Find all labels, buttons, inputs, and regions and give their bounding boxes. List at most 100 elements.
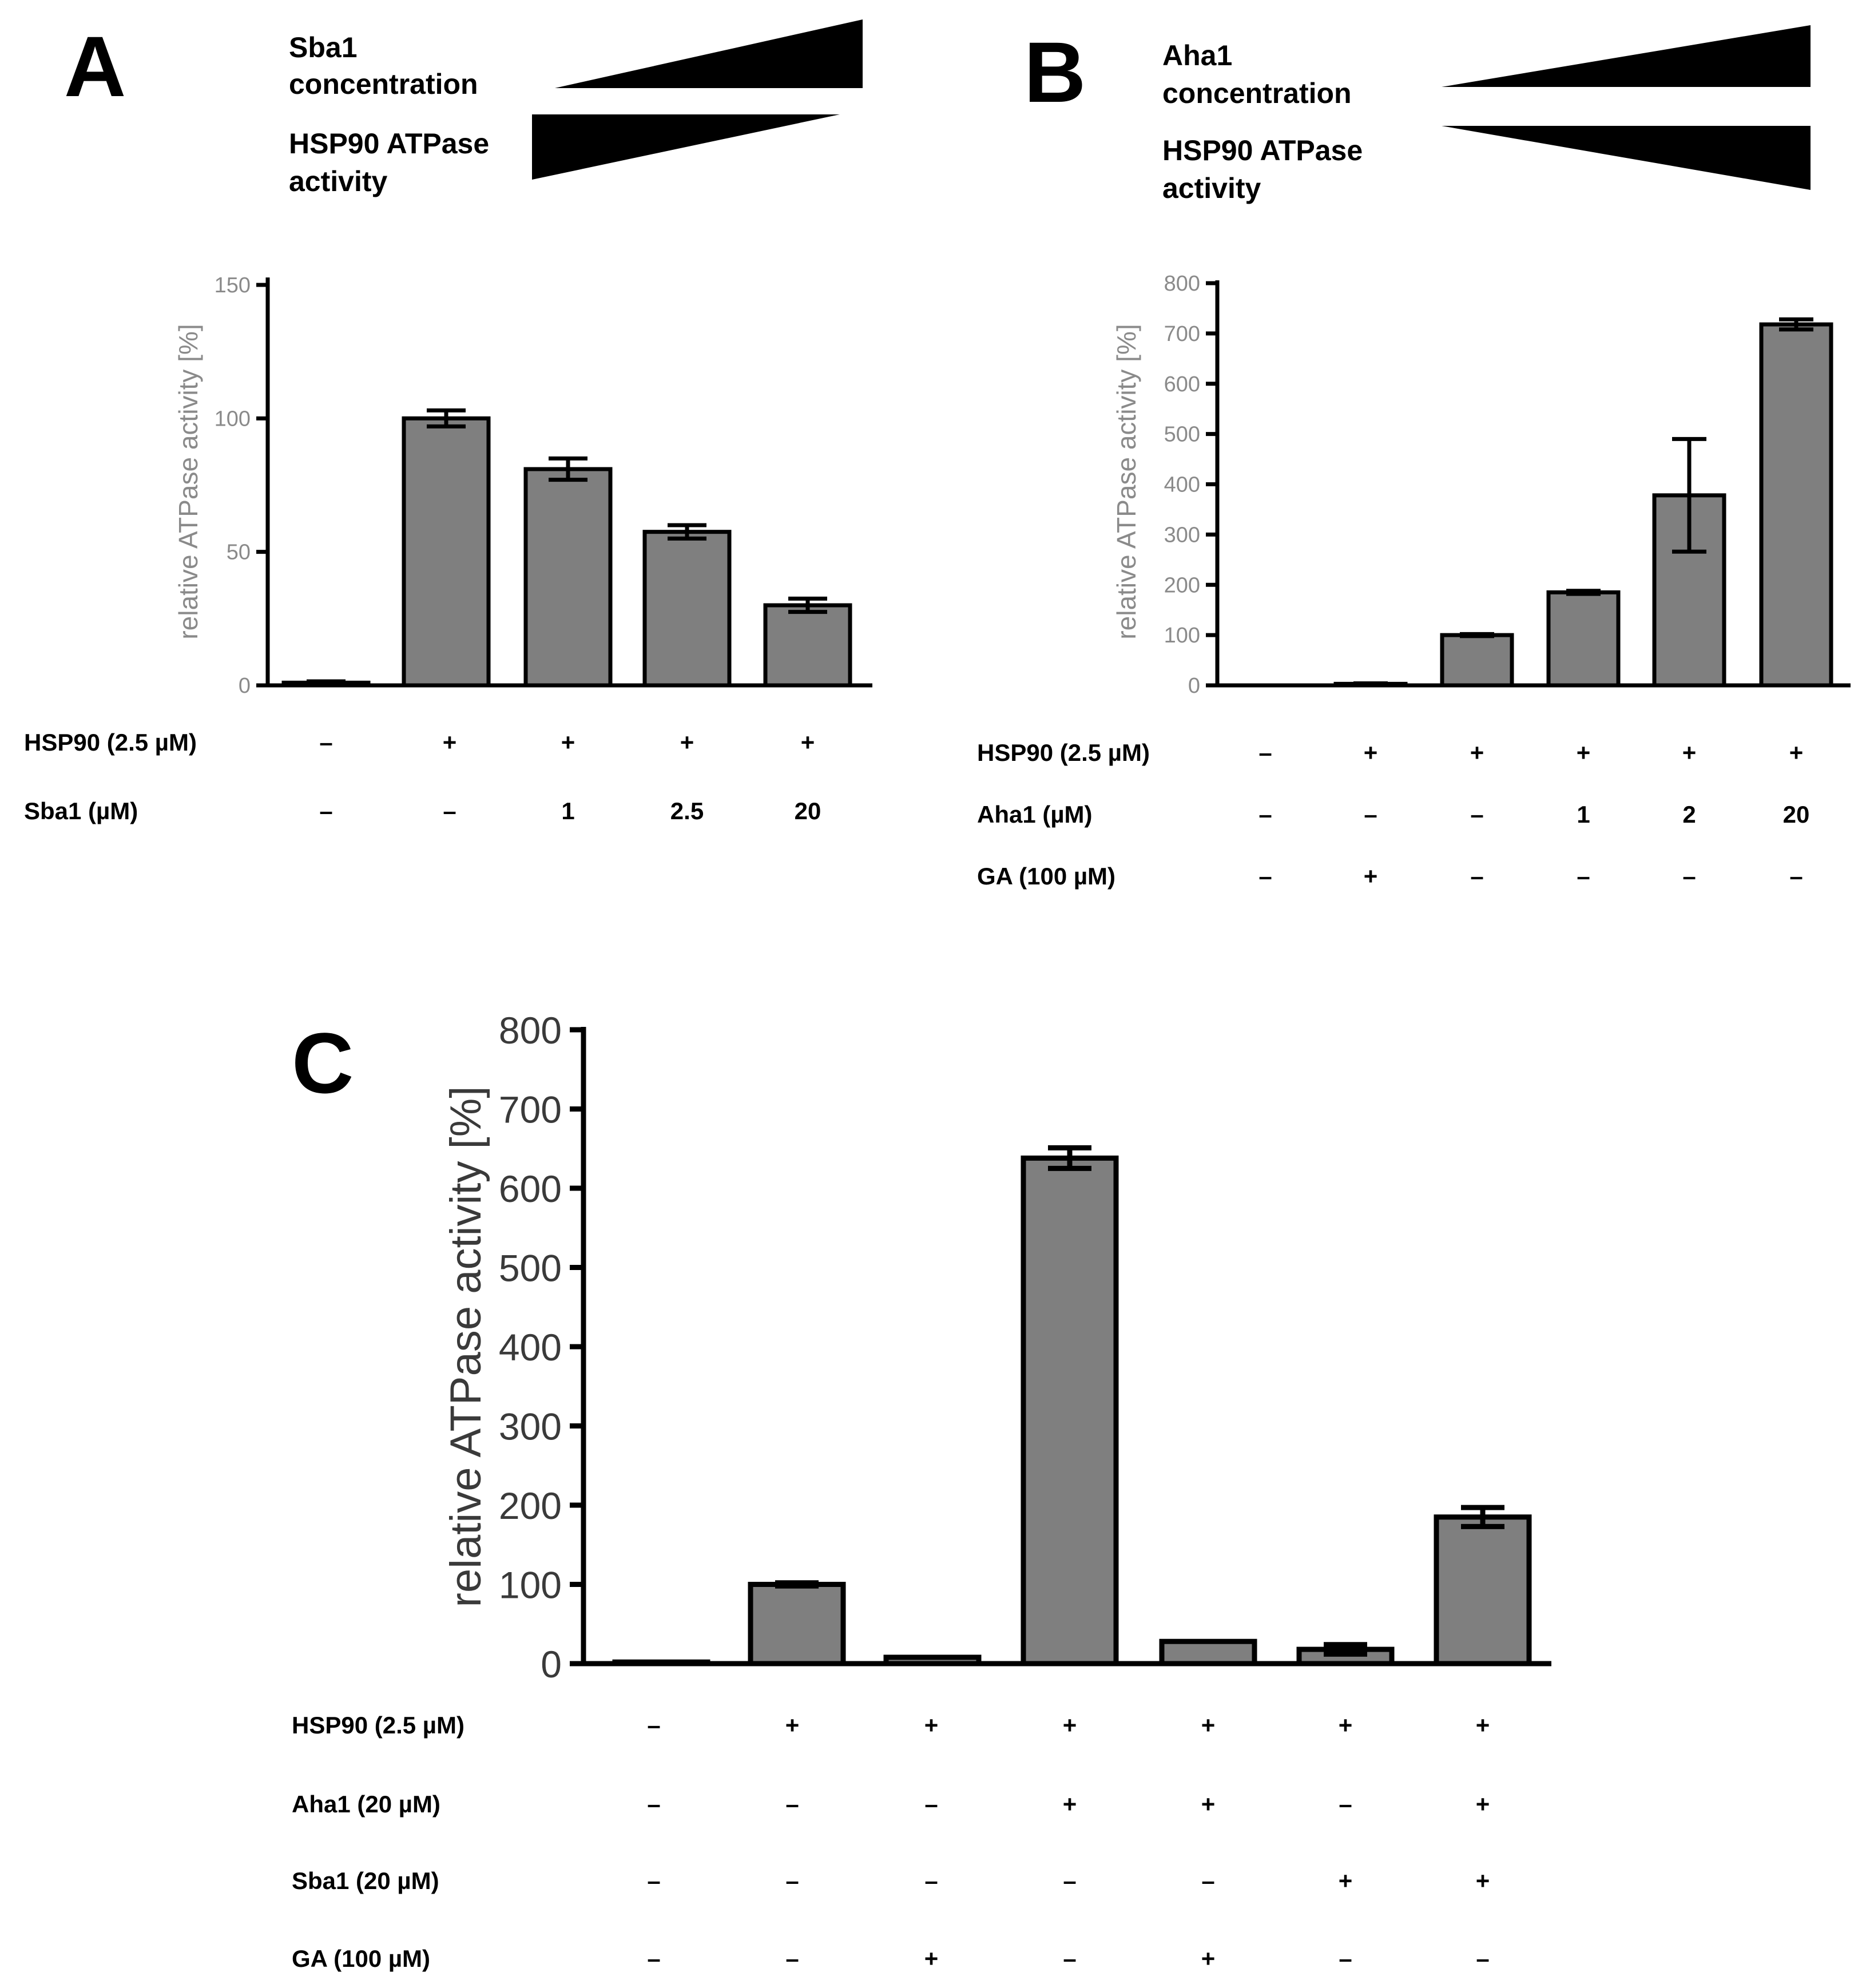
panel-c-row-label-aha1: Aha1 (20 µM) [292, 1791, 440, 1818]
panel-b-condition-cell: + [1470, 739, 1484, 766]
panel-c-y-tick-label: 0 [541, 1643, 562, 1685]
panel-b-y-tick-label: 700 [1164, 322, 1200, 346]
panel-a-condition-cell: 20 [795, 797, 821, 824]
panel-a-row-label-hsp90: HSP90 (2.5 µM) [24, 729, 197, 756]
panel-c-bar [883, 1654, 982, 1666]
panel-b-condition-cell: – [1682, 863, 1696, 890]
panel-c-plot: 0 100 200 300 400 500 600 700 800 relative ATPas… [442, 1009, 1551, 1685]
panel-c-condition-cell: – [647, 1945, 660, 1972]
panel-c-letter: C [292, 1015, 354, 1111]
panel-c-y-tick-label: 400 [499, 1326, 562, 1368]
panel-b-condition-cell: – [1258, 801, 1272, 828]
panel-b-row-label-aha1: Aha1 (µM) [977, 801, 1093, 828]
panel-c-bar [1159, 1638, 1257, 1666]
panel-b-row-label-hsp90: HSP90 (2.5 µM) [977, 739, 1150, 766]
panel-c-condition-cell: – [785, 1867, 799, 1894]
panel-b-condition-cell: + [1364, 863, 1378, 890]
panel-b-bar [1546, 590, 1621, 688]
panel-c-condition-cell: – [647, 1712, 660, 1739]
panel-a: A Sba1 concentration HSP90 ATPase activi… [24, 18, 872, 824]
panel-b-y-tick-label: 100 [1164, 624, 1200, 648]
panel-a-plot: 0 50 100 150 relative ATPase activity [%] [173, 273, 872, 698]
panel-b-condition-cell: – [1364, 801, 1377, 828]
panel-c-condition-cell: – [1339, 1945, 1352, 1972]
panel-c-row-label-sba1: Sba1 (20 µM) [292, 1867, 439, 1894]
panel-a-condition-cell: 2.5 [670, 797, 704, 824]
panel-a-y-tick-label: 100 [215, 407, 251, 431]
panel-b-bar [1440, 633, 1514, 688]
panel-c-condition-cell: – [785, 1791, 799, 1818]
panel-c-condition-cell: + [1476, 1867, 1490, 1894]
panel-c: C 0 100 200 300 400 500 600 700 800 relative ATP… [292, 1009, 1551, 1972]
panel-a-legend-bottom-line1: HSP90 ATPase [289, 128, 489, 160]
panel-a-bar [523, 467, 613, 688]
panel-c-condition-cell: + [1201, 1945, 1216, 1972]
panel-c-condition-cell: – [924, 1791, 938, 1818]
panel-a-y-tick-label: 50 [227, 541, 251, 565]
panel-b-letter: B [1024, 24, 1086, 120]
panel-c-condition-cell: – [1063, 1867, 1076, 1894]
panel-b-legend-bottom-line2: activity [1162, 172, 1261, 204]
panel-c-bar [1021, 1155, 1119, 1666]
panel-b-condition-cell: – [1258, 863, 1272, 890]
panel-c-condition-cell: – [1476, 1945, 1489, 1972]
panel-b-y-tick-label: 200 [1164, 573, 1200, 597]
panel-c-condition-cell: – [647, 1867, 660, 1894]
panel-a-condition-cell: + [680, 729, 694, 756]
panel-b-legend-bottom-line1: HSP90 ATPase [1162, 134, 1363, 166]
panel-b-condition-cell: – [1577, 863, 1590, 890]
panel-c-y-tick-label: 500 [499, 1247, 562, 1289]
panel-b-condition-cell: – [1470, 801, 1483, 828]
panel-a-legend-bottom-line2: activity [289, 165, 388, 197]
panel-a-condition-cell: + [443, 729, 457, 756]
panel-b-y-tick-label: 500 [1164, 423, 1200, 447]
panel-c-bar [612, 1659, 710, 1666]
panel-c-y-tick-label: 100 [499, 1564, 562, 1606]
panel-b-condition-cell: – [1470, 863, 1483, 890]
panel-b-bar [1759, 322, 1833, 688]
panel-a-wedge-concentration [555, 19, 863, 88]
panel-a-condition-table: HSP90 (2.5 µM) Sba1 (µM) – + + + + – – 1 2.5 20 [24, 729, 821, 824]
panel-c-condition-cell: + [924, 1712, 939, 1739]
panel-b-row-label-ga: GA (100 µM) [977, 863, 1115, 890]
panel-a-bar [763, 603, 852, 688]
panel-a-condition-cell: + [801, 729, 815, 756]
panel-c-y-tick-label: 600 [499, 1168, 562, 1210]
panel-a-condition-cell: – [319, 729, 332, 756]
panel-a-condition-cell: 1 [561, 797, 574, 824]
panel-c-row-label-hsp90: HSP90 (2.5 µM) [292, 1712, 464, 1739]
panel-b-condition-cell: + [1682, 739, 1697, 766]
panel-c-condition-cell: + [924, 1945, 939, 1972]
panel-b-condition-cell: 1 [1577, 801, 1590, 828]
panel-c-condition-cell: + [1339, 1712, 1353, 1739]
panel-a-condition-cell: + [561, 729, 575, 756]
panel-b-legend-top-line2: concentration [1162, 77, 1352, 109]
panel-c-condition-cell: + [1201, 1791, 1216, 1818]
panel-b-y-tick-label: 400 [1164, 473, 1200, 497]
panel-c-condition-cell: – [924, 1867, 938, 1894]
panel-a-bar [402, 416, 491, 688]
panel-c-condition-cell: + [1339, 1867, 1353, 1894]
panel-c-condition-cell: + [1201, 1712, 1216, 1739]
panel-c-condition-cell: – [1201, 1867, 1214, 1894]
panel-c-row-label-ga: GA (100 µM) [292, 1945, 430, 1972]
panel-c-condition-cell: + [1476, 1712, 1490, 1739]
panel-b-legend-top-line1: Aha1 [1162, 39, 1232, 72]
panel-b-y-tick-label: 800 [1164, 272, 1200, 296]
panel-b-condition-cell: – [1789, 863, 1803, 890]
panel-c-condition-cell: + [1063, 1791, 1077, 1818]
panel-c-y-tick-label: 800 [499, 1009, 562, 1051]
panel-a-y-tick-label: 150 [215, 273, 251, 297]
panel-b-y-tick-label: 600 [1164, 372, 1200, 396]
panel-a-condition-cell: – [443, 797, 456, 824]
panel-b-plot: 0 100 200 300 400 500 600 700 800 relative ATPas… [1111, 272, 1851, 698]
panel-c-condition-cell: + [785, 1712, 800, 1739]
panel-b-condition-table: HSP90 (2.5 µM) Aha1 (µM) GA (100 µM) – + +… [977, 739, 1809, 890]
panel-c-condition-cell: – [785, 1945, 799, 1972]
panel-b-condition-cell: + [1577, 739, 1591, 766]
panel-b-y-tick-label: 0 [1188, 674, 1200, 698]
panel-b-condition-cell: + [1789, 739, 1804, 766]
panel-c-condition-cell: + [1063, 1712, 1077, 1739]
panel-c-condition-table: HSP90 (2.5 µM) Aha1 (20 µM) Sba1 (20 µM)… [292, 1712, 1490, 1972]
panel-a-y-label: relative ATPase activity [%] [173, 324, 203, 639]
